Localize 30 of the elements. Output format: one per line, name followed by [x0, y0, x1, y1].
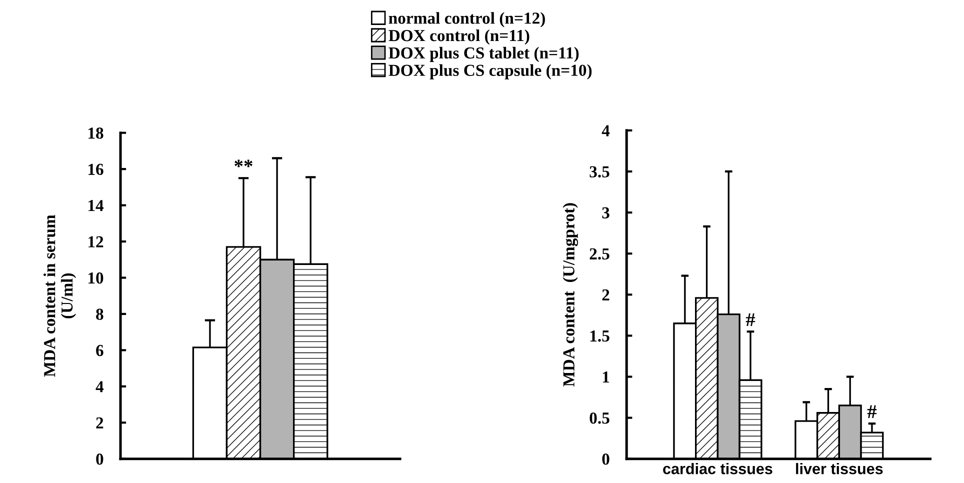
y-tick-label: 2.5	[590, 248, 610, 260]
y-tick-label: 8	[96, 308, 104, 320]
y-tick-label: 0	[96, 454, 104, 465]
y-tick-label: 18	[88, 128, 104, 139]
annotation: #	[746, 313, 756, 326]
y-tick-label: 1	[602, 372, 610, 383]
legend-label: DOX control (n=11)	[388, 29, 530, 45]
legend-label: normal control (n=12)	[388, 12, 545, 28]
x-tick-label: cardiac tissues	[663, 463, 772, 474]
y-tick-label: 0	[602, 454, 610, 465]
y-tick-label: 16	[88, 164, 104, 175]
annotation: #	[867, 405, 877, 418]
y-tick-label: 3	[602, 207, 610, 218]
y-tick-label: 0.5	[590, 412, 610, 424]
y-axis-title: MDA content (U/mgprot)	[562, 203, 578, 387]
y-axis-title: MDA content in serum (U/ml)	[44, 214, 76, 377]
legend-label: DOX plus CS capsule (n=10)	[388, 64, 592, 80]
x-tick-label: liver tissues	[796, 463, 883, 474]
y-tick-label: 6	[96, 344, 104, 356]
y-tick-label: 14	[88, 200, 104, 212]
y-tick-label: 4	[602, 125, 610, 136]
annotation: **	[234, 160, 252, 168]
y-tick-label: 2	[602, 289, 610, 300]
y-tick-label: 1.5	[590, 330, 610, 342]
y-tick-label: 10	[88, 272, 104, 284]
y-tick-label: 2	[96, 417, 104, 428]
y-tick-label: 4	[96, 381, 104, 392]
legend-label: DOX plus CS tablet (n=11)	[388, 46, 579, 62]
y-tick-label: 12	[88, 236, 104, 248]
y-tick-label: 3.5	[590, 166, 610, 178]
